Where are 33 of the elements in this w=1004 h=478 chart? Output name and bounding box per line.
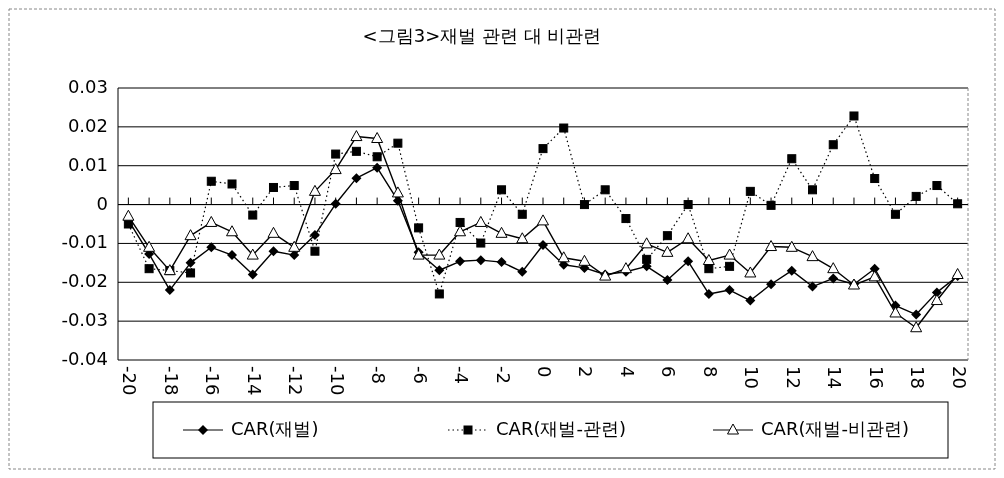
x-tick-label: 10: [741, 366, 763, 389]
x-tick-label: -6: [409, 366, 431, 384]
y-tick-label: 0.01: [67, 153, 108, 175]
y-tick-label: -0.04: [61, 348, 108, 369]
x-tick-label: 20: [948, 366, 970, 389]
y-tick-label: -0.03: [61, 309, 108, 331]
y-tick-label: 0.02: [67, 114, 108, 136]
x-tick-label: 4: [616, 366, 638, 378]
x-tick-label: -8: [368, 366, 390, 384]
x-tick-label: -20: [119, 366, 141, 396]
x-tick-label: -18: [160, 366, 182, 396]
legend-label: CAR(재벌-관련): [496, 418, 626, 439]
x-tick-label: 2: [575, 366, 597, 378]
y-tick-label: -0.01: [61, 231, 108, 253]
x-tick-label: 14: [824, 366, 846, 389]
y-tick-label: -0.02: [61, 270, 108, 292]
x-tick-label: 12: [782, 366, 804, 389]
x-tick-label: -16: [202, 366, 224, 396]
y-tick-label: 0.03: [67, 76, 108, 97]
x-tick-label: 8: [699, 366, 721, 378]
x-tick-label: -14: [243, 366, 265, 396]
chart-title: <그림3>재벌 관련 대 비관련: [362, 25, 602, 46]
legend-label: CAR(재벌-비관련): [761, 418, 909, 439]
x-tick-label: 6: [658, 366, 680, 378]
x-tick-label: -2: [492, 366, 514, 384]
x-tick-label: -10: [326, 366, 348, 396]
x-tick-label: 0: [534, 366, 555, 378]
legend-label: CAR(재벌): [231, 418, 319, 439]
x-tick-label: 16: [865, 366, 887, 389]
x-tick-label: 18: [907, 366, 929, 389]
x-tick-label: -4: [451, 366, 473, 384]
y-tick-label: 0: [96, 192, 108, 214]
x-tick-label: -12: [285, 366, 307, 396]
